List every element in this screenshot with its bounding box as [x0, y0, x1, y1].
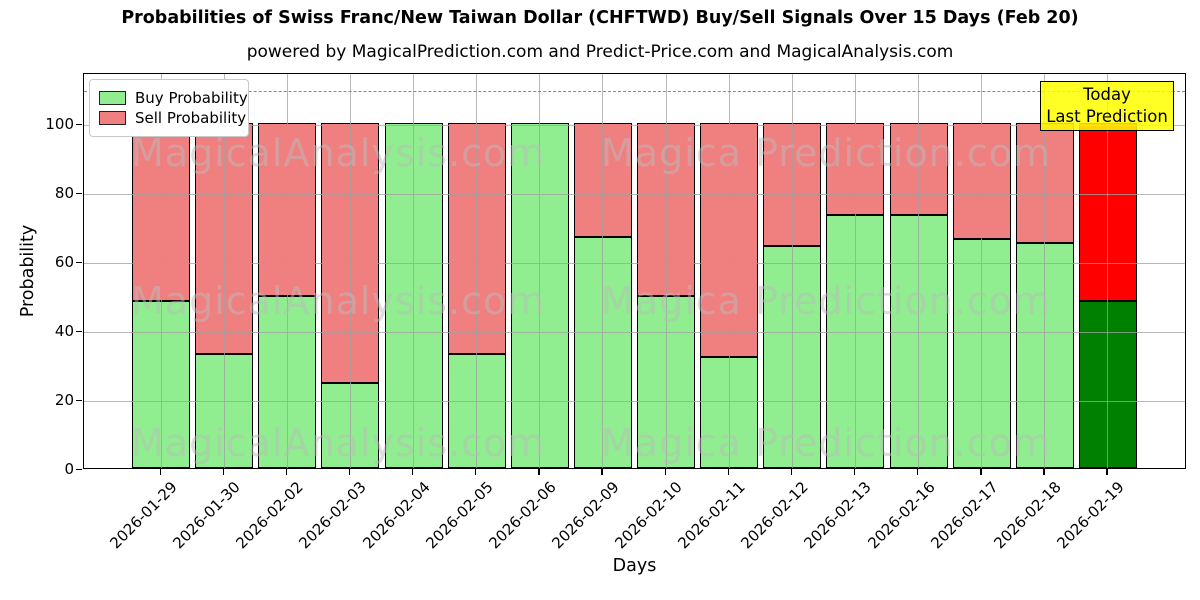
y-tick-mark [76, 330, 82, 332]
x-gridline [918, 74, 920, 468]
watermark-text: MagicalAnalysis.com [131, 421, 546, 465]
legend-item-sell: Sell Probability [99, 109, 246, 127]
y-tick-mark [76, 399, 82, 401]
x-tick-mark [1043, 469, 1045, 475]
legend-label-buy: Buy Probability [135, 89, 248, 107]
x-gridline [602, 74, 604, 468]
y-axis-label: Probability [18, 224, 38, 318]
y-gridline [84, 331, 1185, 333]
x-tick-mark [601, 469, 603, 475]
x-gridline [854, 74, 856, 468]
sell-color-swatch [99, 111, 126, 125]
y-tick-label: 100 [45, 115, 74, 133]
x-tick-label: 2026-01-29 [106, 478, 181, 553]
x-tick-mark [348, 469, 351, 475]
y-gridline [84, 262, 1185, 264]
watermark-text: Magica Prediction.com [601, 131, 1052, 175]
buy-color-swatch [99, 91, 126, 105]
y-tick-mark [76, 192, 82, 194]
watermark-text: MagicalAnalysis.com [131, 279, 546, 323]
plot-area: MagicalAnalysis.com Magica Prediction.com… [83, 73, 1186, 469]
chart-title: Probabilities of Swiss Franc/New Taiwan … [121, 8, 1079, 28]
x-gridline [476, 74, 478, 468]
x-tick-mark [285, 469, 288, 475]
y-tick-mark [76, 261, 82, 263]
x-gridline [539, 74, 541, 468]
x-gridline [160, 74, 162, 468]
y-tick-label: 80 [54, 184, 74, 202]
chart-subtitle: powered by MagicalPrediction.com and Pre… [246, 42, 954, 62]
x-axis-label: Days [612, 556, 657, 576]
x-gridline [1107, 74, 1109, 468]
x-tick-mark [980, 469, 982, 475]
threshold-dashed-line [84, 90, 1185, 92]
watermark-text: Magica Prediction.com [601, 421, 1052, 465]
today-annotation-line1: Today [1083, 84, 1131, 104]
x-gridline [665, 74, 667, 468]
y-tick-label: 60 [54, 253, 74, 271]
x-tick-mark [159, 469, 161, 475]
x-tick-mark [853, 469, 856, 475]
x-gridline [349, 74, 351, 468]
y-tick-label: 40 [54, 322, 74, 340]
x-tick-mark [538, 469, 540, 475]
y-gridline [84, 124, 1185, 126]
x-tick-mark [727, 469, 729, 475]
legend-item-buy: Buy Probability [99, 89, 248, 107]
watermark-text: Magica Prediction.com [601, 279, 1052, 323]
y-tick-label: 20 [54, 391, 74, 409]
today-annotation-line2: Last Prediction [1046, 107, 1168, 126]
x-tick-mark [1106, 469, 1108, 475]
x-tick-mark [412, 469, 414, 475]
x-gridline [413, 74, 415, 468]
watermark-text: MagicalAnalysis.com [131, 131, 546, 175]
x-tick-mark [917, 469, 919, 475]
x-gridline [286, 74, 288, 468]
x-gridline [791, 74, 793, 468]
x-gridline [981, 74, 983, 468]
legend-label-sell: Sell Probability [135, 109, 247, 127]
x-gridline [223, 74, 225, 468]
x-tick-mark [475, 469, 477, 475]
x-tick-mark [222, 469, 224, 475]
x-gridline [728, 74, 730, 468]
x-gridline [1044, 74, 1046, 468]
y-tick-mark [76, 123, 82, 125]
legend: Buy Probability Sell Probability [89, 79, 249, 137]
x-tick-mark [664, 469, 666, 475]
today-annotation: Today Last Prediction [1040, 81, 1174, 131]
y-tick-label: 0 [64, 460, 74, 478]
y-tick-mark [76, 468, 82, 470]
x-tick-mark [790, 469, 793, 475]
y-gridline [84, 400, 1185, 402]
y-gridline [84, 193, 1185, 195]
